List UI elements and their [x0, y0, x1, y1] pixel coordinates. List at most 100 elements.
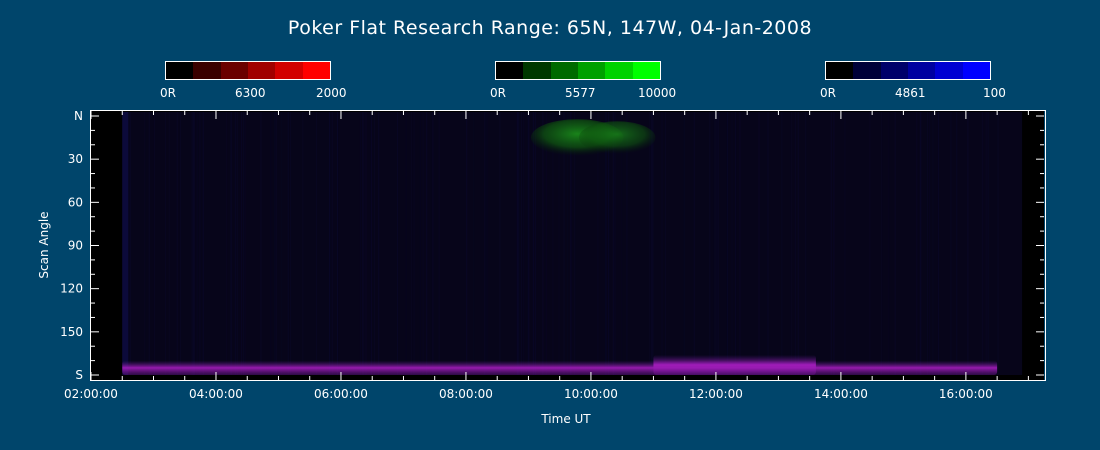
noise-column [411, 112, 413, 375]
colorbar-segment [907, 62, 936, 79]
noise-column [621, 112, 623, 375]
noise-column [168, 112, 170, 375]
noise-column [731, 112, 733, 375]
noise-column [240, 112, 242, 375]
noise-column [956, 112, 958, 375]
x-tick-label: 16:00:00 [939, 387, 993, 401]
noise-column [558, 112, 560, 375]
noise-column [365, 112, 367, 375]
noise-column [926, 112, 928, 375]
noise-column [275, 112, 277, 375]
noise-column [664, 112, 666, 375]
colorbar-6300-max-label: 2000 [316, 86, 347, 100]
colorbar-segment [632, 62, 660, 79]
noise-column [202, 112, 204, 375]
colorbar-segment [605, 62, 633, 79]
noise-column [794, 112, 796, 375]
y-tick-label: S [75, 368, 83, 382]
noise-column [516, 112, 518, 375]
noise-column [612, 112, 614, 375]
noise-column [844, 112, 846, 375]
axes-layer: N 30 60 90 120 150 S 02:00:00 04:00:00 06:00:00 08… [60, 109, 1044, 401]
colorbar-segment [275, 62, 303, 79]
noise-column [950, 112, 952, 375]
noise-column [523, 112, 525, 375]
noise-column [574, 112, 576, 375]
colorbar-segment [550, 62, 578, 79]
noise-column [466, 112, 468, 375]
chart-title: Poker Flat Research Range: 65N, 147W, 04… [287, 17, 813, 39]
noise-column [652, 112, 654, 375]
colorbar-segment [193, 62, 221, 79]
noise-column [274, 112, 276, 375]
noise-column [422, 112, 424, 375]
noise-column [192, 112, 194, 375]
aurora-green-blob [578, 121, 656, 154]
noise-column [916, 112, 918, 375]
noise-column [597, 112, 599, 375]
noise-column [419, 112, 421, 375]
noise-column [726, 112, 728, 375]
noise-column [518, 112, 520, 375]
noise-column [270, 112, 272, 375]
noise-column [148, 112, 150, 375]
colorbar-segment [523, 62, 551, 79]
colorbar-5577-mid-label: 5577 [565, 86, 596, 100]
noise-column [713, 112, 715, 375]
x-tick-label: 06:00:00 [314, 387, 368, 401]
noise-column [570, 112, 572, 375]
noise-column [626, 112, 628, 375]
noise-column [605, 112, 607, 375]
noise-column [605, 112, 607, 375]
colorbar-4861-max-label: 100 [983, 86, 1006, 100]
y-tick-label: 30 [68, 152, 83, 166]
noise-column [176, 112, 178, 375]
noise-column [230, 112, 232, 375]
colorbar-4861-mid-label: 4861 [895, 86, 926, 100]
noise-column [570, 112, 572, 375]
x-tick-label: 04:00:00 [189, 387, 243, 401]
noise-column [195, 112, 197, 375]
colorbar-segment [220, 62, 248, 79]
noise-column [967, 112, 969, 375]
noise-column [378, 112, 380, 375]
x-tick-label: 12:00:00 [689, 387, 743, 401]
noise-column [359, 112, 361, 375]
noise-column [486, 112, 488, 375]
noise-column [928, 112, 930, 375]
noise-column [153, 112, 155, 375]
noise-column [726, 112, 728, 375]
noise-column [919, 112, 921, 375]
noise-column [661, 112, 663, 375]
colorbar-segment [577, 62, 606, 79]
noise-column [805, 112, 807, 375]
colorbar-5577 [495, 61, 661, 80]
noise-column [758, 112, 760, 375]
x-tick-label: 08:00:00 [439, 387, 493, 401]
noise-column [331, 112, 333, 375]
noise-column [226, 112, 228, 375]
noise-column [830, 112, 832, 375]
noise-column [397, 112, 399, 375]
noise-column [198, 112, 200, 375]
noise-column [735, 112, 737, 375]
y-tick-label: 150 [60, 325, 83, 339]
noise-column [413, 112, 415, 375]
colorbar-segment [826, 62, 854, 79]
noise-column [716, 112, 718, 375]
noise-column [128, 112, 130, 375]
noise-column [179, 112, 181, 375]
noise-column [527, 112, 529, 375]
noise-column [315, 112, 317, 375]
noise-column [405, 112, 407, 375]
noise-column [552, 112, 554, 375]
noise-column [894, 112, 896, 375]
noise-column [191, 112, 193, 375]
noise-column [199, 112, 201, 375]
noise-column [739, 112, 741, 375]
y-tick-label: 120 [60, 282, 83, 296]
noise-column [521, 112, 523, 375]
noise-column [920, 112, 922, 375]
noise-column [715, 112, 717, 375]
